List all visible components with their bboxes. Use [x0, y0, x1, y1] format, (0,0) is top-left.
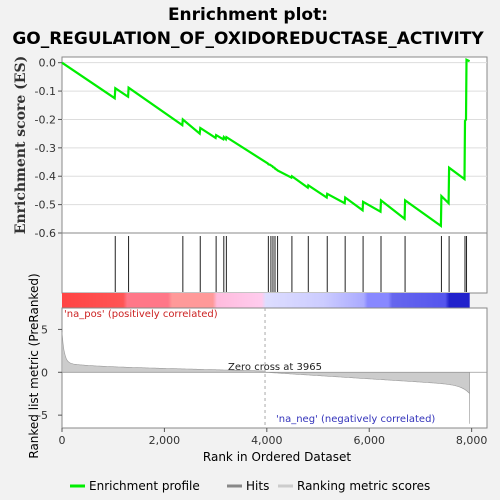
chart-title-line2: GO_REGULATION_OF_OXIDOREDUCTASE_ACTIVITY	[12, 29, 484, 49]
ranked-y-ticks: 5 0 -5	[37, 323, 62, 422]
negative-correlation-label: 'na_neg' (negatively correlated)	[276, 414, 435, 425]
es-y-tick-label: -0.5	[35, 199, 56, 212]
es-axis-title: Enrichment score (ES)	[13, 56, 29, 234]
es-y-tick-label: -0.3	[35, 142, 56, 155]
positive-correlation-label: 'na_pos' (positively correlated)	[64, 309, 218, 320]
legend-item-hits: Hits	[246, 479, 269, 493]
es-panel	[61, 56, 488, 234]
ranked-y-tick-label: -5	[37, 409, 48, 422]
enrichment-profile-line	[61, 58, 471, 229]
es-y-tick-label: 0.0	[39, 57, 57, 70]
es-y-tick-label: -0.4	[35, 170, 56, 183]
legend-item-enrichment: Enrichment profile	[89, 479, 200, 493]
ranked-y-tick-label: 0	[41, 366, 48, 379]
ranked-axis-title: Ranked list metric (PreRanked)	[27, 273, 41, 458]
legend: Enrichment profile Hits Ranking metric s…	[62, 473, 430, 497]
es-y-tick-label: -0.2	[35, 113, 56, 126]
chart-title-line1: Enrichment plot:	[168, 5, 328, 25]
hits-marks	[114, 236, 468, 292]
es-y-tick-label: -0.6	[35, 227, 56, 240]
es-y-ticks: 0.0 -0.1 -0.2 -0.3 -0.4 -0.5 -0.6	[35, 57, 62, 240]
es-y-tick-label: -0.1	[35, 85, 56, 98]
x-tick-label: 4,000	[251, 434, 283, 447]
x-axis-title: Rank in Ordered Dataset	[203, 450, 351, 464]
x-tick-label: 2,000	[149, 434, 181, 447]
x-axis-ticks: 0 2,000 4,000 6,000 8,000	[59, 428, 488, 447]
legend-item-ranking: Ranking metric scores	[297, 479, 430, 493]
zero-cross-label: Zero cross at 3965	[228, 362, 322, 373]
ranked-y-tick-label: 5	[41, 323, 48, 336]
x-tick-label: 8,000	[456, 434, 488, 447]
x-tick-label: 6,000	[353, 434, 385, 447]
hits-panel	[61, 232, 488, 294]
x-tick-label: 0	[59, 434, 66, 447]
ranking-color-bar	[62, 293, 470, 308]
